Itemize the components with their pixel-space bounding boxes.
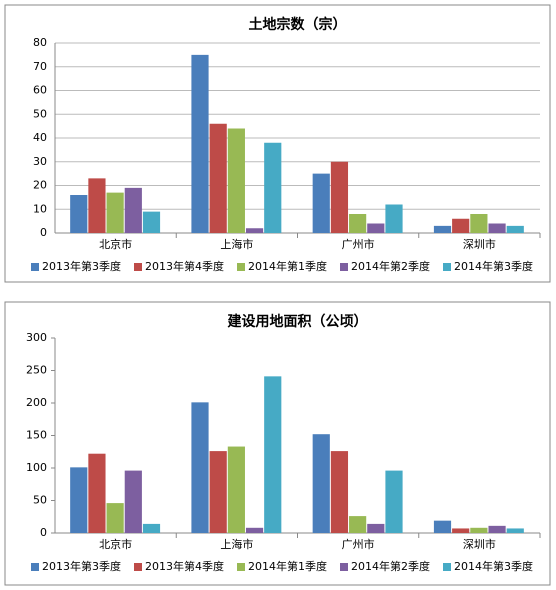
bar [142,211,161,233]
x-tick-label: 深圳市 [463,237,496,251]
bar [124,187,142,233]
chart-frame [4,4,551,283]
x-tick-label: 北京市 [99,537,132,551]
y-tick-label: 50 [33,107,47,120]
y-tick-label: 150 [26,429,47,442]
bar [227,446,245,533]
legend-label: 2014年第2季度 [351,259,430,273]
legend-label: 2013年第4季度 [145,559,224,573]
y-tick-label: 100 [26,461,47,474]
y-tick-label: 30 [33,155,47,168]
bar [349,214,367,233]
bar [245,527,264,533]
bar [506,225,524,233]
bar [70,467,88,533]
x-tick-label: 上海市 [220,537,253,551]
bar [88,453,106,533]
bar [385,204,403,233]
bar [488,223,506,233]
bar [433,225,452,233]
bar [470,214,488,233]
y-tick-label: 50 [33,494,47,507]
legend-swatch [134,563,142,571]
legend-label: 2014年第3季度 [454,559,533,573]
y-tick-label: 80 [33,36,47,49]
bar [367,223,385,233]
legend-swatch [31,263,39,271]
x-tick-label: 深圳市 [463,537,496,551]
bar [506,528,524,533]
y-tick-label: 60 [33,84,47,97]
y-tick-label: 0 [40,226,47,239]
bar [452,218,470,233]
bar [312,434,330,533]
bar [349,516,367,533]
bar [88,178,106,233]
legend-label: 2014年第1季度 [248,559,327,573]
bar [470,527,488,533]
bar [385,470,403,533]
y-tick-label: 20 [33,179,47,192]
legend-swatch [443,563,451,571]
bar [209,123,227,233]
x-tick-label: 北京市 [99,237,132,251]
legend-label: 2013年第3季度 [42,259,121,273]
y-tick-label: 70 [33,60,47,73]
bar [264,142,282,233]
legend-label: 2013年第4季度 [145,259,224,273]
bar [142,523,161,533]
legend-swatch [31,563,39,571]
bar [106,503,124,533]
y-tick-label: 200 [26,396,47,409]
x-tick-label: 广州市 [342,237,375,251]
legend-label: 2014年第2季度 [351,559,430,573]
chart-title: 建设用地面积（公顷） [228,313,368,330]
y-tick-label: 0 [40,526,47,539]
bar [245,228,264,233]
legend-swatch [340,563,348,571]
bar [488,525,506,533]
y-tick-label: 10 [33,202,47,215]
chart-title: 土地宗数（宗） [249,16,347,33]
bar [209,451,227,533]
bar [124,470,142,533]
legend-label: 2014年第3季度 [454,259,533,273]
bar [227,128,245,233]
legend-swatch [340,263,348,271]
bar [70,195,88,233]
bar [312,173,330,233]
x-tick-label: 上海市 [220,237,253,251]
bar [191,54,209,233]
x-tick-label: 广州市 [342,537,375,551]
bar [330,161,349,233]
bar [452,528,470,533]
legend-swatch [134,263,142,271]
legend-swatch [237,263,245,271]
chart-frame [4,301,551,586]
bar [367,523,385,533]
y-tick-label: 40 [33,131,47,144]
bar [264,376,282,533]
y-tick-label: 250 [26,364,47,377]
bar [330,451,349,533]
legend-swatch [237,563,245,571]
legend-swatch [443,263,451,271]
bar [433,520,452,533]
bar [191,402,209,533]
legend-label: 2014年第1季度 [248,259,327,273]
bar [106,192,124,233]
legend-label: 2013年第3季度 [42,559,121,573]
y-tick-label: 300 [26,331,47,344]
